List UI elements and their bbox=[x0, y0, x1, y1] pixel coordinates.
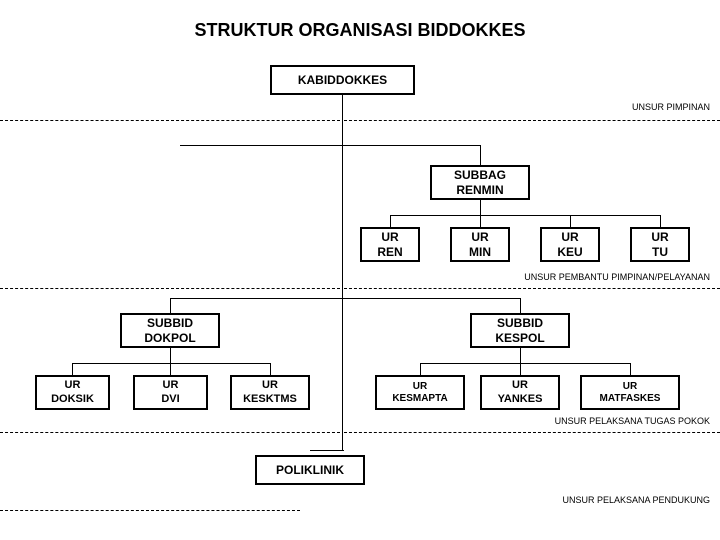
conn-dokpol-v bbox=[170, 298, 171, 313]
label-tugas-pokok: UNSUR PELAKSANA TUGAS POKOK bbox=[555, 416, 710, 426]
sep-2-right bbox=[344, 288, 720, 289]
conn-dokpol-down bbox=[170, 348, 171, 363]
node-ur-dvi: UR DVI bbox=[133, 375, 208, 410]
conn-poli-h bbox=[310, 450, 344, 451]
conn-root-v2 bbox=[342, 298, 343, 450]
node-subbag-renmin: SUBBAG RENMIN bbox=[430, 165, 530, 200]
chart-title: STRUKTUR ORGANISASI BIDDOKKES bbox=[0, 20, 720, 41]
conn-root-v bbox=[342, 95, 343, 298]
conn-mid-rail bbox=[170, 298, 520, 299]
label-pembantu: UNSUR PEMBANTU PIMPINAN/PELAYANAN bbox=[524, 272, 710, 282]
conn-min-d bbox=[480, 215, 481, 227]
conn-yankes-d bbox=[520, 363, 521, 375]
node-subbid-dokpol: SUBBID DOKPOL bbox=[120, 313, 220, 348]
node-poliklinik: POLIKLINIK bbox=[255, 455, 365, 485]
conn-keu-d bbox=[570, 215, 571, 227]
conn-kesktms-d bbox=[270, 363, 271, 375]
node-ur-tu: UR TU bbox=[630, 227, 690, 262]
node-kabiddokkes: KABIDDOKKES bbox=[270, 65, 415, 95]
conn-root-h bbox=[180, 145, 480, 146]
conn-kespol-rail bbox=[420, 363, 630, 364]
node-ur-ren: UR REN bbox=[360, 227, 420, 262]
node-ur-kesktms: UR KESKTMS bbox=[230, 375, 310, 410]
sep-4 bbox=[0, 510, 300, 511]
conn-dokpol-rail bbox=[72, 363, 270, 364]
node-ur-min: UR MIN bbox=[450, 227, 510, 262]
conn-kespol-down bbox=[520, 348, 521, 363]
conn-subbag-rail bbox=[390, 215, 660, 216]
node-subbid-kespol: SUBBID KESPOL bbox=[470, 313, 570, 348]
sep-1-right bbox=[344, 120, 720, 121]
conn-matfaskes-d bbox=[630, 363, 631, 375]
node-ur-kesmapta: UR KESMAPTA bbox=[375, 375, 465, 410]
label-pimpinan: UNSUR PIMPINAN bbox=[632, 102, 710, 112]
node-ur-doksik: UR DOKSIK bbox=[35, 375, 110, 410]
conn-tu-d bbox=[660, 215, 661, 227]
conn-subbag-down bbox=[480, 200, 481, 215]
sep-3-right bbox=[344, 432, 720, 433]
node-ur-yankes: UR YANKES bbox=[480, 375, 560, 410]
node-ur-matfaskes: UR MATFASKES bbox=[580, 375, 680, 410]
conn-kespol-v bbox=[520, 298, 521, 313]
conn-doksik-d bbox=[72, 363, 73, 375]
sep-1-left bbox=[0, 120, 340, 121]
node-ur-keu: UR KEU bbox=[540, 227, 600, 262]
sep-3-left bbox=[0, 432, 340, 433]
sep-2-left bbox=[0, 288, 340, 289]
conn-dvi-d bbox=[170, 363, 171, 375]
conn-ren-d bbox=[390, 215, 391, 227]
conn-kesmapta-d bbox=[420, 363, 421, 375]
conn-subbag-v bbox=[480, 145, 481, 165]
label-pendukung: UNSUR PELAKSANA PENDUKUNG bbox=[562, 495, 710, 505]
